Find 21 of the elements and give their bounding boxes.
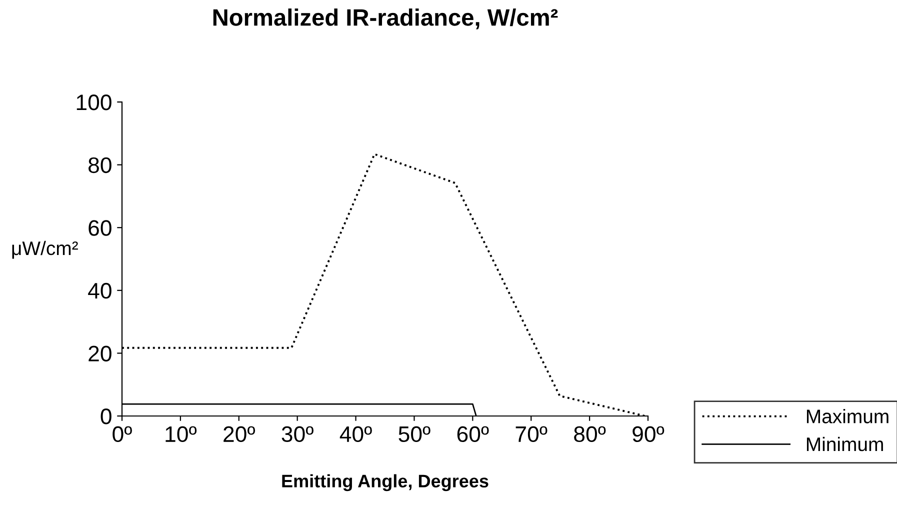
x-tick-label: 0º — [112, 426, 132, 442]
chart-title: Normalized IR-radiance, W/cm² — [213, 8, 558, 30]
y-tick-label: 80 — [88, 157, 112, 174]
legend-label: Maximum — [806, 409, 888, 424]
y-tick-label: 20 — [88, 346, 112, 362]
y-tick-label: 40 — [88, 282, 112, 299]
x-tick-label: 30º — [282, 426, 314, 442]
x-tick-label: 90º — [632, 426, 664, 442]
x-tick-label: 20º — [224, 426, 256, 442]
x-tick-label: 10º — [166, 426, 197, 442]
x-tick-label: 80º — [574, 426, 606, 442]
x-tick-label: 50º — [398, 426, 430, 442]
x-axis-title: Emitting Angle, Degrees — [282, 474, 488, 492]
x-tick-label: 70º — [516, 426, 548, 442]
y-tick-label: 100 — [76, 94, 112, 110]
y-axis-title: μW/cm² — [12, 240, 78, 259]
y-tick-label: 0 — [100, 408, 112, 424]
x-tick-label: 60º — [457, 426, 489, 442]
y-tick-label: 60 — [88, 220, 112, 236]
legend-label: Minimum — [806, 436, 883, 452]
x-tick-label: 40º — [340, 426, 372, 442]
